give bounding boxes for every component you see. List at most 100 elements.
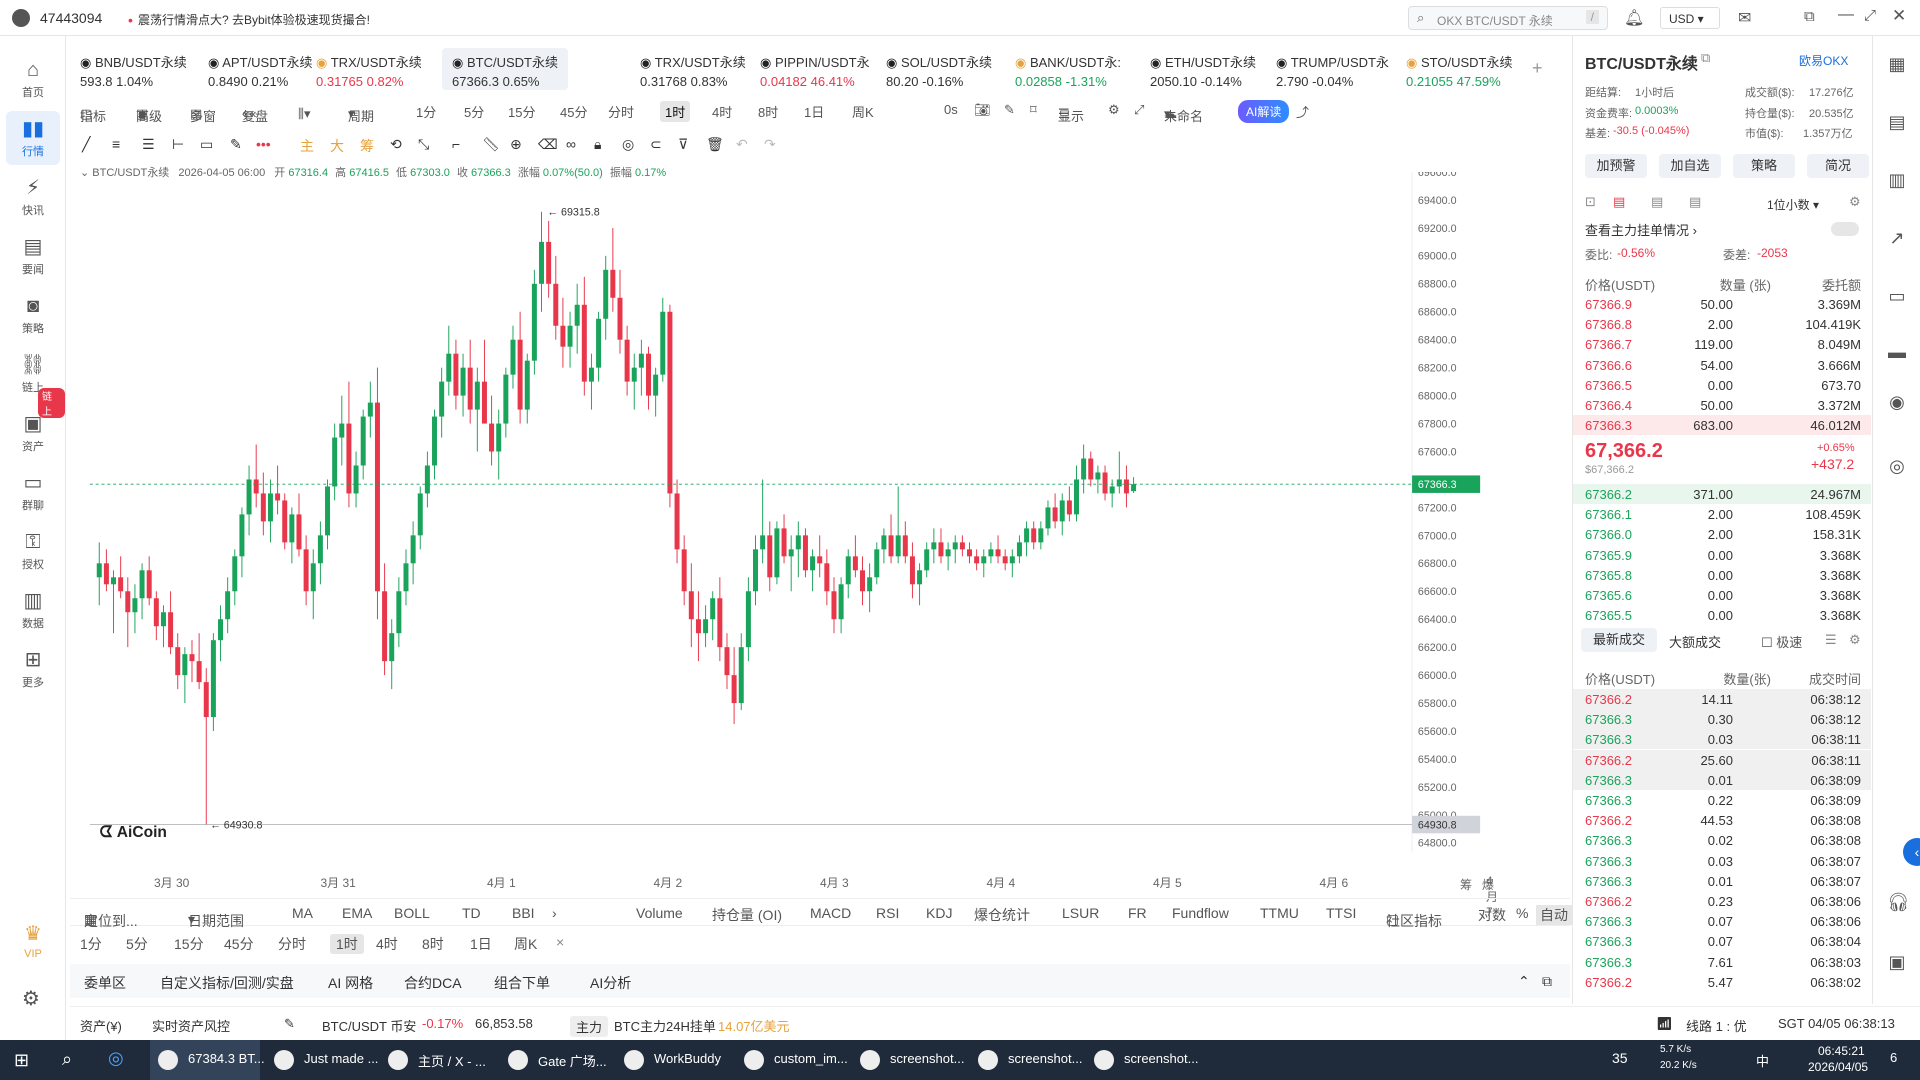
compass-icon[interactable]: ◎ (1889, 456, 1905, 476)
trade-tab-latest[interactable]: 最新成交 (1581, 628, 1657, 652)
measure-tool-icon[interactable]: ⤡ (418, 136, 430, 152)
draw-icon[interactable]: ✎ (1004, 102, 1015, 117)
browser-icon[interactable]: ▬ (1888, 342, 1906, 362)
chip-button[interactable]: 筹 (360, 138, 374, 154)
status-msg-prefix[interactable]: BTC主力24H挂单 (614, 1019, 716, 1034)
status-line[interactable]: 线路 1 : 优 (1686, 1019, 1747, 1034)
trade-row[interactable]: 67366.3 0.03 06:38:07 (1573, 851, 1871, 871)
layout4-icon[interactable]: ▤ (1689, 194, 1702, 209)
sub-indicator[interactable]: 爆仓统计 (974, 907, 1030, 923)
orderbook-row[interactable]: 67366.9 50.00 3.369M (1573, 294, 1871, 314)
ticker-tab[interactable]: ◉ PIPPIN/USDT永 0.04182 46.41% (750, 48, 880, 90)
panel-action-button[interactable]: 策略 (1733, 154, 1795, 178)
fullscreen-icon[interactable]: ⤢ (1134, 102, 1145, 117)
magnet-tool-icon[interactable]: ⊂ (650, 136, 662, 152)
settings-icon[interactable]: ⚙ (1108, 102, 1120, 117)
taskbar-app[interactable]: 主页 / X - ... (380, 1040, 486, 1080)
minimize-icon[interactable]: — (1838, 6, 1854, 23)
sub-indicator[interactable]: LSUR (1062, 905, 1100, 921)
windows-start-icon[interactable]: ⊞ (14, 1050, 30, 1070)
quick-period[interactable]: 周K (514, 936, 538, 952)
zoom-tool-icon[interactable]: ⊕ (510, 136, 522, 152)
user-avatar-icon[interactable] (12, 9, 30, 27)
trade-row[interactable]: 67366.2 14.11 06:38:12 (1573, 689, 1871, 709)
currency-select[interactable]: USD ▾ (1660, 7, 1720, 29)
orderbook-row[interactable]: 67366.1 2.00 108.459K (1573, 504, 1871, 524)
search-app-icon[interactable]: ◎ (108, 1048, 124, 1068)
sub-indicator[interactable]: 持仓量 (OI) (712, 907, 782, 923)
link-tool-icon[interactable]: ∞ (566, 136, 576, 152)
orderbook-row[interactable]: 67365.8 0.00 3.368K (1573, 565, 1871, 585)
period-5[interactable]: 分时 (608, 105, 635, 120)
main-chip-button[interactable]: 主 (300, 138, 314, 154)
sidebar-item-9[interactable]: ⚿ 授权 (6, 524, 60, 578)
log-toggle[interactable]: 对数 (1478, 907, 1506, 923)
trade-row[interactable]: 67366.2 5.47 06:38:02 (1573, 972, 1871, 992)
sub-indicator[interactable]: KDJ (926, 905, 953, 921)
decimals-select[interactable]: 1位小数 ▾ (1767, 196, 1819, 213)
book-settings-icon[interactable]: ⚙ (1849, 194, 1861, 209)
quick-period[interactable]: 5分 (126, 936, 148, 952)
period-9[interactable]: 1日 (804, 105, 825, 120)
notes-icon[interactable]: ▤ (1888, 112, 1906, 132)
redo-icon[interactable]: ↷ (764, 136, 776, 152)
fib-tool-icon[interactable]: ⟲ (390, 136, 402, 152)
chevron-right-icon[interactable]: › (552, 905, 557, 921)
main-indicator[interactable]: BBI (512, 905, 535, 921)
orderbook-row[interactable]: 67366.8 2.00 104.419K (1573, 314, 1871, 334)
ai-interpret-button[interactable]: AI解读 (1238, 100, 1290, 123)
orderbook-row[interactable]: 67366.3 683.00 46.012M (1573, 415, 1871, 436)
eye-tool-icon[interactable]: ◎ (622, 136, 635, 152)
orderbook-row[interactable]: 67366.5 0.00 673.70 (1573, 375, 1871, 395)
sidebar-item-8[interactable]: ▭ 群聊 (6, 465, 60, 519)
quick-period[interactable]: 分时 (278, 936, 306, 952)
sub-indicator[interactable]: MACD (810, 905, 852, 921)
game-icon[interactable]: ▣ (1888, 952, 1906, 972)
chip-unit-label[interactable]: 筹 (1460, 878, 1473, 892)
collapse-icon[interactable]: ⌃ (1518, 973, 1530, 989)
status-asset[interactable]: 资产(¥) (80, 1019, 122, 1034)
close-icon[interactable]: × (556, 934, 565, 950)
trade-row[interactable]: 67366.2 44.53 06:38:08 (1573, 810, 1871, 830)
maximize-icon[interactable]: ⤢ (1864, 7, 1877, 24)
quick-period[interactable]: 4时 (376, 936, 398, 952)
taskbar-app[interactable]: screenshot... (1086, 1040, 1198, 1080)
trade-row[interactable]: 67366.3 7.61 06:38:03 (1573, 952, 1871, 972)
period-1[interactable]: 1分 (416, 105, 437, 120)
taskbar-app[interactable]: screenshot... (970, 1040, 1082, 1080)
sub-indicator[interactable]: TTSI (1326, 905, 1357, 921)
undo-icon[interactable]: ↶ (736, 136, 748, 152)
channel-tool-icon[interactable]: ☰ (142, 136, 155, 152)
popout-icon[interactable]: ⧉ (1804, 8, 1815, 25)
auto-toggle[interactable]: 自动 (1536, 905, 1572, 925)
period-6[interactable]: 1时 (660, 101, 691, 122)
trade-row[interactable]: 67366.3 0.02 06:38:08 (1573, 830, 1871, 850)
main-indicator[interactable]: BOLL (394, 905, 430, 921)
sub-indicator[interactable]: TTMU (1260, 905, 1299, 921)
sidebar-item-11[interactable]: ⊞ 更多 (6, 642, 60, 696)
bottom-tab[interactable]: AI 网格 (328, 975, 374, 991)
user-id[interactable]: 47443094 (40, 10, 103, 26)
liq-unit-label[interactable]: 爆 (1482, 878, 1495, 892)
trade-row[interactable]: 67366.3 0.01 06:38:07 (1573, 871, 1871, 891)
trade-row[interactable]: 67366.2 25.60 06:38:11 (1573, 749, 1871, 770)
period-10[interactable]: 周K (852, 105, 874, 120)
taskbar-app[interactable]: custom_im... (736, 1040, 848, 1080)
main-indicator[interactable]: TD (462, 905, 481, 921)
ticker-tab[interactable]: ◉ APT/USDT永续 0.8490 0.21% (198, 48, 323, 90)
orderbook-row[interactable]: 67365.5 0.00 3.368K (1573, 605, 1871, 625)
trade-row[interactable]: 67366.3 0.07 06:38:06 (1573, 911, 1871, 931)
quick-period[interactable]: 45分 (224, 936, 254, 952)
taskbar-app[interactable]: WorkBuddy (616, 1040, 721, 1080)
ticker-tab[interactable]: ◉ BNB/USDT永续 593.8 1.04% (70, 48, 197, 90)
taskbar-app[interactable]: 67384.3 BT... (150, 1040, 265, 1080)
ticker-tab[interactable]: ◉ TRX/USDT永续 0.31768 0.83% (630, 48, 756, 90)
period-4[interactable]: 45分 (560, 105, 588, 120)
bell-icon[interactable]: 🔔︎ (1624, 10, 1645, 27)
bottom-tab[interactable]: 组合下单 (494, 975, 550, 991)
crop-tool-icon[interactable]: ⌐ (452, 136, 461, 152)
rect-tool-icon[interactable]: ▭ (200, 136, 214, 152)
panel-action-button[interactable]: 简况 (1807, 154, 1869, 178)
period-7[interactable]: 4时 (712, 105, 733, 120)
ticker-tab[interactable]: ◉ BANK/USDT永: 0.02858 -1.31% (1005, 48, 1131, 90)
